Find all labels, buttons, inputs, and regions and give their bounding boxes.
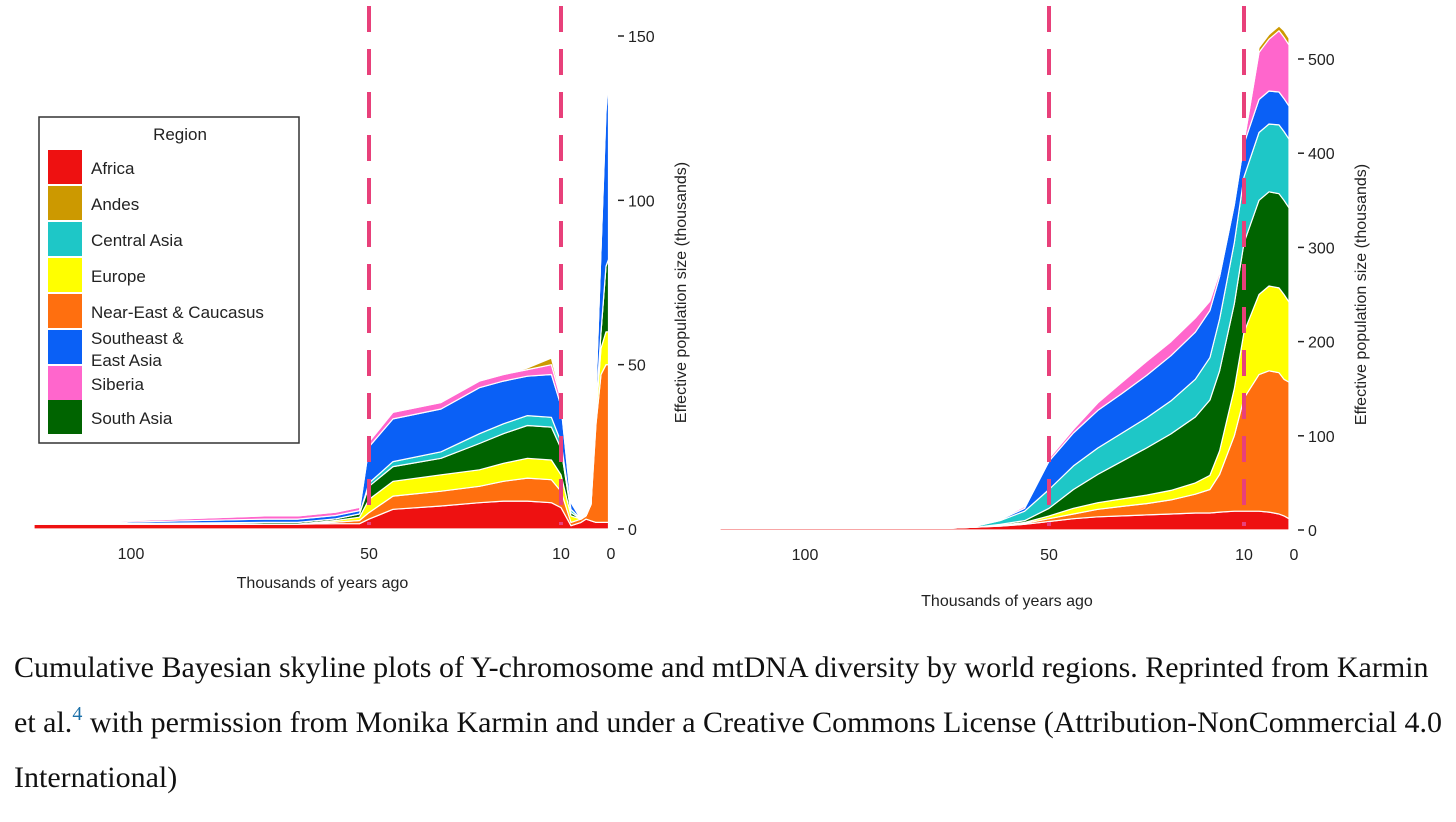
legend-label-siberia: Siberia (91, 375, 144, 394)
y-tick-label: 500 (1308, 52, 1335, 69)
legend-label-central-asia: Central Asia (91, 231, 183, 250)
legend-swatch-south-asia (48, 400, 82, 434)
legend-label-andes: Andes (91, 195, 139, 214)
legend-box (38, 116, 300, 444)
x-tick-label: 10 (552, 546, 570, 563)
y-axis-label: Effective population size (thousands) (673, 162, 690, 423)
x-axis-label: Thousands of years ago (237, 575, 409, 592)
legend-swatch-near-east-caucasus (48, 294, 82, 328)
y-tick-label: 100 (628, 193, 655, 210)
legend-swatch-europe (48, 258, 82, 292)
x-tick-label: 10 (1235, 547, 1253, 564)
x-tick-label: 0 (607, 546, 616, 563)
caption-text: Cumulative Bayesian skyline plots of Y-c… (14, 651, 1429, 739)
legend-swatch-siberia (48, 366, 82, 400)
legend-label-near-east-caucasus: Near-East & Caucasus (91, 303, 264, 322)
legend-swatch-africa (48, 150, 82, 184)
area-andes (719, 25, 1290, 529)
y-tick-label: 100 (1308, 429, 1335, 446)
legend-swatch-andes (48, 186, 82, 220)
legend-label-europe: Europe (91, 267, 146, 286)
x-tick-label: 0 (1290, 547, 1299, 564)
y-tick-label: 150 (628, 29, 655, 46)
y-tick-label: 0 (628, 522, 637, 539)
legend-label-southeast-east-asia: Southeast & East Asia (91, 329, 184, 370)
legend: Region Africa Andes Central Asia Europe Near-… (38, 116, 300, 444)
legend-swatch-southeast-east-asia (48, 330, 82, 364)
legend-label-south-asia: South Asia (91, 409, 173, 428)
y-tick-label: 0 (1308, 523, 1317, 540)
area-andes (33, 65, 610, 525)
caption-text-continued: with permission from Monika Karmin and u… (14, 706, 1443, 794)
y-tick-label: 50 (628, 358, 646, 375)
figure-caption: Cumulative Bayesian skyline plots of Y-c… (14, 640, 1444, 805)
y-axis-label: Effective population size (thousands) (1353, 164, 1370, 425)
y-tick-label: 400 (1308, 146, 1335, 163)
reference-link[interactable]: 4 (72, 703, 83, 725)
x-tick-label: 100 (792, 547, 819, 564)
x-axis-label: Thousands of years ago (921, 593, 1093, 610)
legend-swatch-central-asia (48, 222, 82, 256)
x-tick-label: 50 (360, 546, 378, 563)
legend-title: Region (153, 125, 207, 144)
x-tick-label: 100 (118, 546, 145, 563)
y-tick-label: 200 (1308, 335, 1335, 352)
legend-label-africa: Africa (91, 159, 135, 178)
x-tick-label: 50 (1040, 547, 1058, 564)
y-tick-label: 300 (1308, 240, 1335, 257)
